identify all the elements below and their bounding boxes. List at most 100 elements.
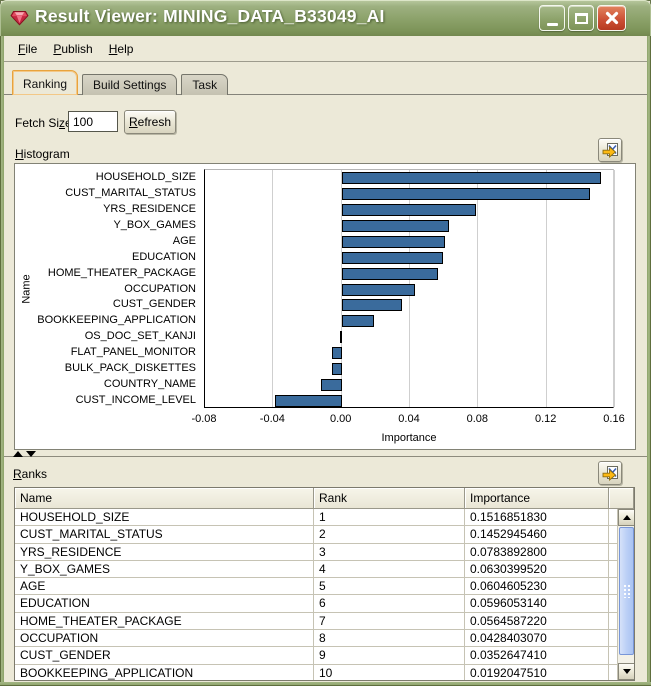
table-row-household-size[interactable]: HOUSEHOLD_SIZE 1 0.1516851830 [15,509,617,527]
tab-build-settings[interactable]: Build Settings [82,74,178,95]
x-tick-label: 0.08 [466,413,489,425]
cell-name[interactable]: Y_BOX_GAMES [15,560,314,578]
splitter-divider[interactable] [4,456,647,457]
gridline [614,170,615,407]
table-row-bookkeeping-application[interactable]: BOOKKEEPING_APPLICATION 10 0.0192047510 [15,664,617,680]
scroll-up-button[interactable] [618,509,634,526]
table-row-cust-marital-status[interactable]: CUST_MARITAL_STATUS 2 0.1452945460 [15,526,617,544]
vertical-scrollbar[interactable] [617,509,634,680]
minimize-button[interactable] [539,5,565,31]
export-arrow-icon [602,465,618,481]
tab-ranking[interactable]: Ranking [12,70,79,95]
table-row-age[interactable]: AGE 5 0.0604605230 [15,578,617,596]
cell-importance[interactable]: 0.1452945460 [465,526,609,543]
x-axis-title: Importance [381,432,437,444]
table-row-yrs-residence[interactable]: YRS_RESIDENCE 3 0.0783892800 [15,543,617,561]
tab-task[interactable]: Task [181,74,229,95]
cell-importance[interactable]: 0.0783892800 [465,543,609,560]
splitter-collapse-down-icon[interactable] [26,451,36,457]
gem-icon [10,10,29,26]
cell-name[interactable]: BOOKKEEPING_APPLICATION [15,664,314,680]
cell-rank[interactable]: 5 [314,578,465,595]
menu-item-file[interactable]: File [18,41,38,56]
cell-importance[interactable]: 0.0596053140 [465,595,609,612]
gridline [545,170,547,407]
cell-name[interactable]: YRS_RESIDENCE [15,543,314,560]
y-tick-label-flat-panel-monitor: FLAT_PANEL_MONITOR [70,346,196,359]
cell-importance[interactable]: 0.0564587220 [465,612,609,630]
table-row-occupation[interactable]: OCCUPATION 8 0.0428403070 [15,630,617,648]
cell-importance[interactable]: 0.0604605230 [465,578,609,595]
cell-importance[interactable]: 0.0428403070 [465,630,609,647]
window-border-right [647,36,651,686]
x-axis-ticks: -0.08 -0.04 0.00 0.04 0.08 0.12 0.16 [191,413,624,427]
cell-rank[interactable]: 4 [314,560,465,578]
ranks-export-button[interactable] [598,461,622,485]
minimize-icon [546,22,558,26]
scroll-down-button[interactable] [618,663,634,680]
cell-importance[interactable]: 0.0352647410 [465,647,609,664]
x-tick-label: 0.00 [329,413,352,425]
y-tick-label-yrs-residence: YRS_RESIDENCE [103,202,196,215]
cell-importance[interactable]: 0.1516851830 [465,509,609,526]
window-border-left [0,36,4,686]
bar-os-doc-set-kanji [339,331,342,344]
y-tick-label-cust-gender: CUST_GENDER [112,298,196,311]
y-tick-label-cust-income-level: CUST_INCOME_LEVEL [75,394,196,407]
cell-name[interactable]: AGE [15,578,314,595]
bar-home-theater-package [341,267,439,280]
cell-rank[interactable]: 7 [314,612,465,630]
title-bar[interactable]: Result Viewer: MINING_DATA_B33049_AI [0,0,651,36]
cell-importance[interactable]: 0.0192047510 [465,664,609,680]
menu-item-publish[interactable]: Publish [53,41,93,56]
bar-country-name [321,379,342,392]
bar-bulk-pack-diskettes [332,363,342,376]
column-header-importance[interactable]: Importance [465,488,609,508]
export-arrow-icon [602,142,618,158]
bar-bookkeeping-application [341,315,375,328]
close-button[interactable] [597,5,626,31]
bar-cust-income-level [275,395,342,408]
table-row-home-theater-package[interactable]: HOME_THEATER_PACKAGE 7 0.0564587220 [15,612,617,631]
window-border-bottom [0,682,651,686]
cell-rank[interactable]: 3 [314,543,465,560]
fetch-size-input[interactable] [68,111,118,132]
column-header-name[interactable]: Name [15,488,314,508]
cell-rank[interactable]: 6 [314,595,465,612]
splitter-collapse-up-icon[interactable] [13,451,23,457]
tab-bar: Ranking Build Settings Task [4,62,647,95]
x-tick-label: -0.04 [259,413,285,425]
histogram-export-button[interactable] [598,138,622,162]
menu-item-help[interactable]: Help [108,41,134,56]
maximize-button[interactable] [568,5,594,31]
y-tick-label-occupation: OCCUPATION [124,282,196,295]
cell-rank[interactable]: 1 [314,509,465,526]
table-row-cust-gender[interactable]: CUST_GENDER 9 0.0352647410 [15,647,617,665]
table-header-row: Name Rank Importance [15,488,634,509]
menu-bar: File Publish Help [4,36,647,62]
column-header-rank[interactable]: Rank [314,488,465,508]
y-tick-label-os-doc-set-kanji: OS_DOC_SET_KANJI [84,330,196,343]
cell-rank[interactable]: 8 [314,630,465,647]
scrollbar-thumb[interactable] [619,527,634,655]
cell-name[interactable]: CUST_GENDER [15,647,314,664]
table-row-education[interactable]: EDUCATION 6 0.0596053140 [15,595,617,613]
cell-name[interactable]: OCCUPATION [15,630,314,647]
cell-name[interactable]: EDUCATION [15,595,314,612]
cell-name[interactable]: CUST_MARITAL_STATUS [15,526,314,543]
cell-rank[interactable]: 2 [314,526,465,543]
bar-yrs-residence [341,203,476,216]
cell-name[interactable]: HOUSEHOLD_SIZE [15,509,314,526]
bar-occupation [341,283,415,296]
y-tick-label-bookkeeping-application: BOOKKEEPING_APPLICATION [37,314,196,327]
cell-importance[interactable]: 0.0630399520 [465,560,609,578]
cell-rank[interactable]: 10 [314,664,465,680]
cell-name[interactable]: HOME_THEATER_PACKAGE [15,612,314,630]
table-row-y-box-games[interactable]: Y_BOX_GAMES 4 0.0630399520 [15,560,617,579]
plot-area [204,169,615,408]
cell-rank[interactable]: 9 [314,647,465,664]
bar-y-box-games [341,219,450,232]
arrow-down-icon [622,669,631,674]
